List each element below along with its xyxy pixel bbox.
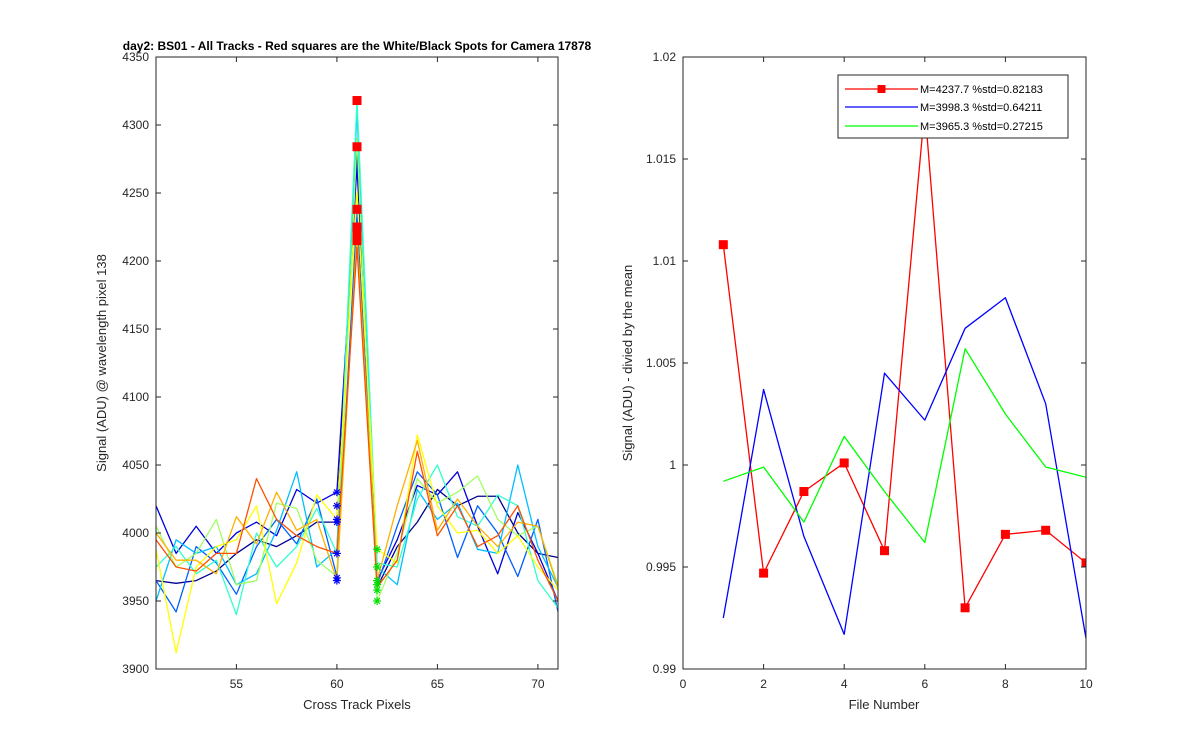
- left-ticks: 55 60 65 70 3900 3950 4000 4050 4100 4150 4200 4250…: [122, 50, 558, 691]
- right-plot-frame: [682, 56, 1087, 670]
- x-tick-label: 2: [760, 677, 767, 691]
- legend-marker-0: [877, 85, 886, 93]
- left-chart-title: day2: BS01 - All Tracks - Red squares ar…: [123, 39, 592, 53]
- left-x-axis-label: Cross Track Pixels: [303, 697, 411, 712]
- data-point-square: [1041, 525, 1051, 535]
- legend-label-0: M=4237.7 %std=0.82183: [920, 84, 1043, 96]
- y-tick-label: 4200: [122, 254, 149, 268]
- y-tick-label: 1.015: [646, 152, 676, 166]
- star-marker-stroke: [333, 577, 341, 584]
- y-tick-label: 1: [669, 458, 676, 472]
- x-tick-label: 6: [921, 677, 928, 691]
- data-point-square: [718, 240, 728, 250]
- y-tick-label: 4350: [122, 50, 149, 64]
- left-axes: 55 60 65 70 3900 3950 4000 4050 4100 4150 4200 4250…: [94, 39, 592, 712]
- x-tick-label: 70: [531, 677, 545, 691]
- x-tick-label: 8: [1002, 677, 1009, 691]
- x-tick-label: 55: [230, 677, 244, 691]
- star-marker-stroke: [373, 586, 381, 594]
- left-markers: [332, 96, 382, 605]
- x-tick-label: 10: [1079, 677, 1093, 691]
- series-line-5: [156, 137, 558, 602]
- x-tick-label: 4: [841, 677, 848, 691]
- red-square-marker: [352, 142, 362, 152]
- legend-label-2: M=3965.3 %std=0.27215: [920, 121, 1043, 133]
- star-marker-stroke: [373, 563, 381, 571]
- star-marker-stroke: [333, 502, 341, 510]
- red-square-marker: [352, 204, 362, 214]
- red-square-marker: [352, 96, 362, 106]
- y-tick-label: 1.005: [646, 356, 676, 370]
- y-tick-label: 4150: [122, 322, 149, 336]
- y-tick-label: 4100: [122, 390, 149, 404]
- y-tick-label: 4000: [122, 526, 149, 540]
- y-tick-label: 0.99: [653, 662, 677, 676]
- legend: M=4237.7 %std=0.82183 M=3998.3 %std=0.64…: [837, 74, 1069, 139]
- series-line-8: [156, 246, 558, 602]
- data-point-square: [960, 603, 970, 613]
- series-line-6: [156, 192, 558, 654]
- y-tick-label: 3900: [122, 662, 149, 676]
- right-axes: 0 2 4 6 8 10 0.99 0.995 1 1.005 1.01 1.015 1.02 File…: [620, 50, 1093, 712]
- legend-label-1: M=3998.3 %std=0.64211: [920, 102, 1042, 114]
- y-tick-label: 4300: [122, 118, 149, 132]
- x-tick-label: 65: [431, 677, 445, 691]
- y-tick-label: 1.02: [653, 50, 677, 64]
- series-line-0: [722, 107, 1086, 609]
- star-marker-stroke: [333, 550, 341, 557]
- x-tick-label: 0: [680, 677, 687, 691]
- y-tick-label: 1.01: [653, 254, 677, 268]
- left-plot-frame: [155, 56, 559, 670]
- star-marker-stroke: [373, 581, 381, 588]
- data-point-square: [759, 568, 769, 578]
- data-point-square: [839, 458, 849, 468]
- series-line-2: [723, 348, 1086, 544]
- x-tick-label: 60: [330, 677, 344, 691]
- red-square-marker: [352, 222, 362, 232]
- red-square-marker: [352, 229, 362, 239]
- left-y-axis-label: Signal (ADU) @ wavelength pixel 138: [94, 254, 109, 472]
- right-series-lines: [722, 107, 1086, 639]
- data-point-square: [1000, 529, 1010, 539]
- star-marker-stroke: [373, 597, 381, 605]
- data-point-square: [1081, 558, 1086, 568]
- data-point-square: [880, 546, 889, 556]
- right-plot-background: [683, 57, 1086, 669]
- y-tick-label: 0.995: [646, 560, 676, 574]
- right-y-axis-label: Signal (ADU) - divied by the mean: [620, 265, 635, 462]
- series-line-1: [722, 297, 1086, 639]
- y-tick-label: 4250: [122, 186, 149, 200]
- star-marker-stroke: [373, 546, 381, 553]
- star-marker-stroke: [333, 518, 341, 526]
- red-square-marker: [352, 236, 362, 246]
- right-x-axis-label: File Number: [849, 697, 920, 712]
- y-tick-label: 3950: [122, 594, 149, 608]
- star-marker-stroke: [333, 488, 341, 496]
- y-tick-label: 4050: [122, 458, 149, 472]
- series-line-1: [156, 165, 558, 602]
- data-point-square: [799, 487, 809, 497]
